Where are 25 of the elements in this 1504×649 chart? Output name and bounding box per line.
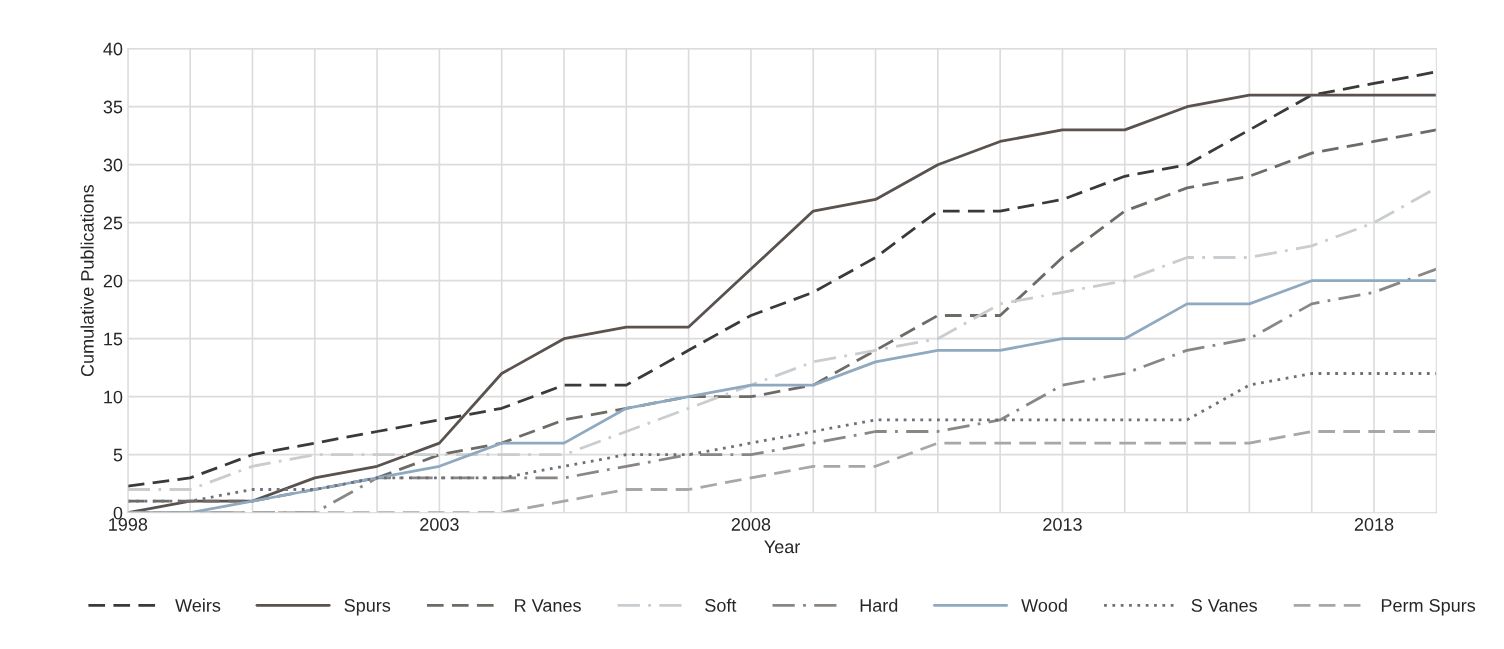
x-tick-label: 1998: [109, 518, 148, 531]
x-tick-label: 2003: [420, 518, 459, 531]
y-tick-label: 35: [103, 100, 123, 114]
x-tick-label: 2013: [1043, 518, 1082, 531]
x-axis-title: Year: [764, 540, 801, 554]
legend-label: R Vanes: [515, 599, 581, 612]
y-tick-label: 40: [103, 42, 123, 56]
line-series: [127, 372, 1437, 503]
y-axis-title: Cumulative Publications: [80, 185, 94, 377]
legend-label: Weirs: [175, 598, 221, 612]
y-tick-label: 20: [103, 274, 123, 288]
y-tick-label: 15: [104, 332, 123, 346]
y-tick-label: 5: [113, 448, 123, 462]
y-tick-label: 10: [104, 390, 123, 404]
y-tick-label: 0: [113, 506, 123, 520]
legend-label: Wood: [1021, 598, 1067, 612]
legend-label: Perm Spurs: [1381, 599, 1476, 616]
y-tick-label: 30: [103, 158, 123, 172]
x-tick-label: 2018: [1354, 518, 1394, 531]
y-tick-label: 25: [103, 216, 123, 230]
legend-label: Soft: [705, 598, 737, 612]
legend-label: Spurs: [344, 599, 391, 616]
legend-label: S Vanes: [1191, 599, 1258, 612]
x-tick-label: 2008: [731, 518, 771, 531]
legend-label: Hard: [860, 598, 898, 612]
